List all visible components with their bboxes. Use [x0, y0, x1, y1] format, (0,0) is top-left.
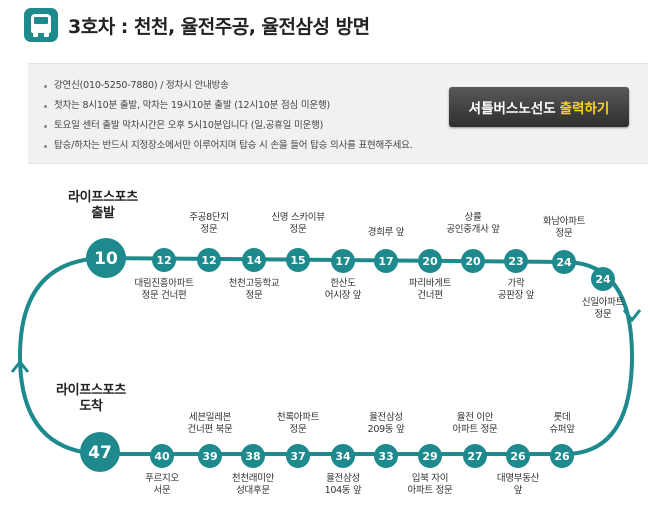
top-stop-6-time: 20: [422, 255, 438, 268]
top-stop-1-time: 12: [201, 254, 216, 267]
bottom-stop-4: [331, 444, 355, 468]
notice-item: 탑승/하차는 반드시 지정장소에서만 이루어지며 탑승 시 손을 들어 탑승 의…: [42, 136, 413, 156]
bottom-stop-8: [506, 444, 530, 468]
top-stop-label-10: 신일아파트 정문: [581, 297, 625, 320]
bottom-stop-8-time: 26: [510, 450, 526, 463]
top-stop-label-7: 상률 공인중개사 앞: [446, 212, 500, 235]
bottom-stop-7-time: 27: [467, 450, 482, 463]
bottom-stop-3: [286, 444, 310, 468]
bottom-stop-label-9: 롯데 슈퍼앞: [549, 412, 575, 435]
top-stop-label-2: 천천고등학교 정문: [228, 278, 280, 301]
end-stop-time: 47: [88, 443, 112, 463]
bottom-stop-4-time: 34: [335, 450, 351, 463]
bottom-stop-label-5: 율전삼성 209동 앞: [367, 412, 405, 435]
bottom-stop-0: [150, 444, 174, 468]
top-stop-9-time: 24: [556, 256, 572, 269]
print-button-highlight: 출력하기: [559, 101, 610, 117]
top-stop-6: [418, 249, 442, 273]
print-button-label: 셔틀버스노선도: [468, 101, 556, 117]
bottom-stop-9: [550, 444, 574, 468]
notice-item: 토요일 센터 출발 막차시간은 오후 5시10분입니다 (일,공휴일 미운행): [42, 116, 413, 136]
top-stop-5: [374, 249, 398, 273]
bottom-stop-6-time: 29: [422, 450, 437, 463]
bottom-stop-1-time: 39: [202, 450, 217, 463]
start-label: 라이프스포츠 출발: [68, 190, 138, 221]
top-stop-8-time: 23: [508, 255, 523, 268]
print-route-button[interactable]: 셔틀버스노선도 출력하기: [449, 87, 629, 127]
notice-item: 첫차는 8시10분 출발, 막차는 19시10분 출발 (12시10분 점심 미…: [42, 96, 413, 116]
top-stop-label-5: 경희루 앞: [367, 227, 405, 238]
bottom-stop-label-4: 율전삼성 104동 앞: [324, 473, 362, 496]
end-stop: [80, 432, 120, 472]
top-stop-9: [552, 250, 576, 274]
bottom-stop-7: [463, 444, 487, 468]
top-stop-label-1: 주공8단지 정문: [189, 212, 229, 235]
bottom-stop-label-2: 천천래미안 성대후문: [231, 473, 275, 496]
bus-icon: [24, 8, 58, 42]
direction-arrow-down: [622, 309, 642, 323]
top-stop-0: [152, 248, 176, 272]
top-stop-label-6: 파리바게트 건너편: [408, 278, 452, 301]
bottom-stop-9-time: 26: [554, 450, 570, 463]
top-stop-7-time: 20: [465, 255, 481, 268]
top-stop-2: [242, 248, 266, 272]
notice-item: 강연신(010-5250-7880) / 정차시 안내방송: [42, 76, 413, 96]
bottom-stop-1: [198, 444, 222, 468]
bottom-stop-label-8: 대명부동산 앞: [496, 473, 540, 496]
notice-list: 강연신(010-5250-7880) / 정차시 안내방송 첫차는 8시10분 …: [42, 76, 413, 156]
top-stop-5-time: 17: [378, 255, 393, 268]
header: 3호차 : 천천, 율전주공, 율전삼성 방면: [0, 0, 650, 52]
start-stop-time: 10: [94, 249, 118, 269]
page-title: 3호차 : 천천, 율전주공, 율전삼성 방면: [68, 16, 370, 38]
bottom-stop-label-0: 푸르지오 서문: [145, 473, 179, 496]
bottom-stop-2-time: 38: [245, 450, 260, 463]
top-stop-4: [331, 249, 355, 273]
bottom-stop-label-3: 천록아파트 정문: [276, 412, 320, 435]
top-stop-10: [591, 267, 615, 291]
top-stop-3-time: 15: [290, 254, 305, 267]
top-stop-label-0: 대림진흥아파트 정문 건너편: [134, 278, 194, 301]
top-stop-label-4: 한산도 어시장 앞: [324, 278, 362, 301]
bottom-stop-label-6: 입북 자이 아파트 정문: [407, 473, 453, 496]
top-stop-3: [286, 248, 310, 272]
start-stop: [86, 238, 126, 278]
bottom-stop-2: [241, 444, 265, 468]
top-stop-label-9: 화남아파트 정문: [542, 216, 586, 239]
top-stop-2-time: 14: [246, 254, 262, 267]
top-stop-label-3: 신명 스카이뷰 정문: [271, 212, 325, 235]
bottom-stop-label-7: 율전 이안 아파트 정문: [452, 412, 498, 435]
direction-arrow-up: [10, 359, 30, 373]
bottom-stop-3-time: 37: [290, 450, 305, 463]
bottom-stop-5-time: 33: [378, 450, 393, 463]
bottom-stop-6: [418, 444, 442, 468]
top-stop-8: [504, 249, 528, 273]
top-stop-7: [461, 249, 485, 273]
bottom-stop-5: [374, 444, 398, 468]
bottom-stop-0-time: 40: [154, 450, 170, 463]
top-stop-4-time: 17: [335, 255, 350, 268]
bottom-stop-label-1: 세븐일레븐 건너편 북문: [187, 412, 233, 435]
top-stop-label-8: 가락 공판장 앞: [497, 278, 535, 301]
top-stop-0-time: 12: [156, 254, 171, 267]
top-stop-10-time: 24: [595, 273, 611, 286]
end-label: 라이프스포츠 도착: [56, 383, 126, 414]
top-stop-1: [197, 248, 221, 272]
